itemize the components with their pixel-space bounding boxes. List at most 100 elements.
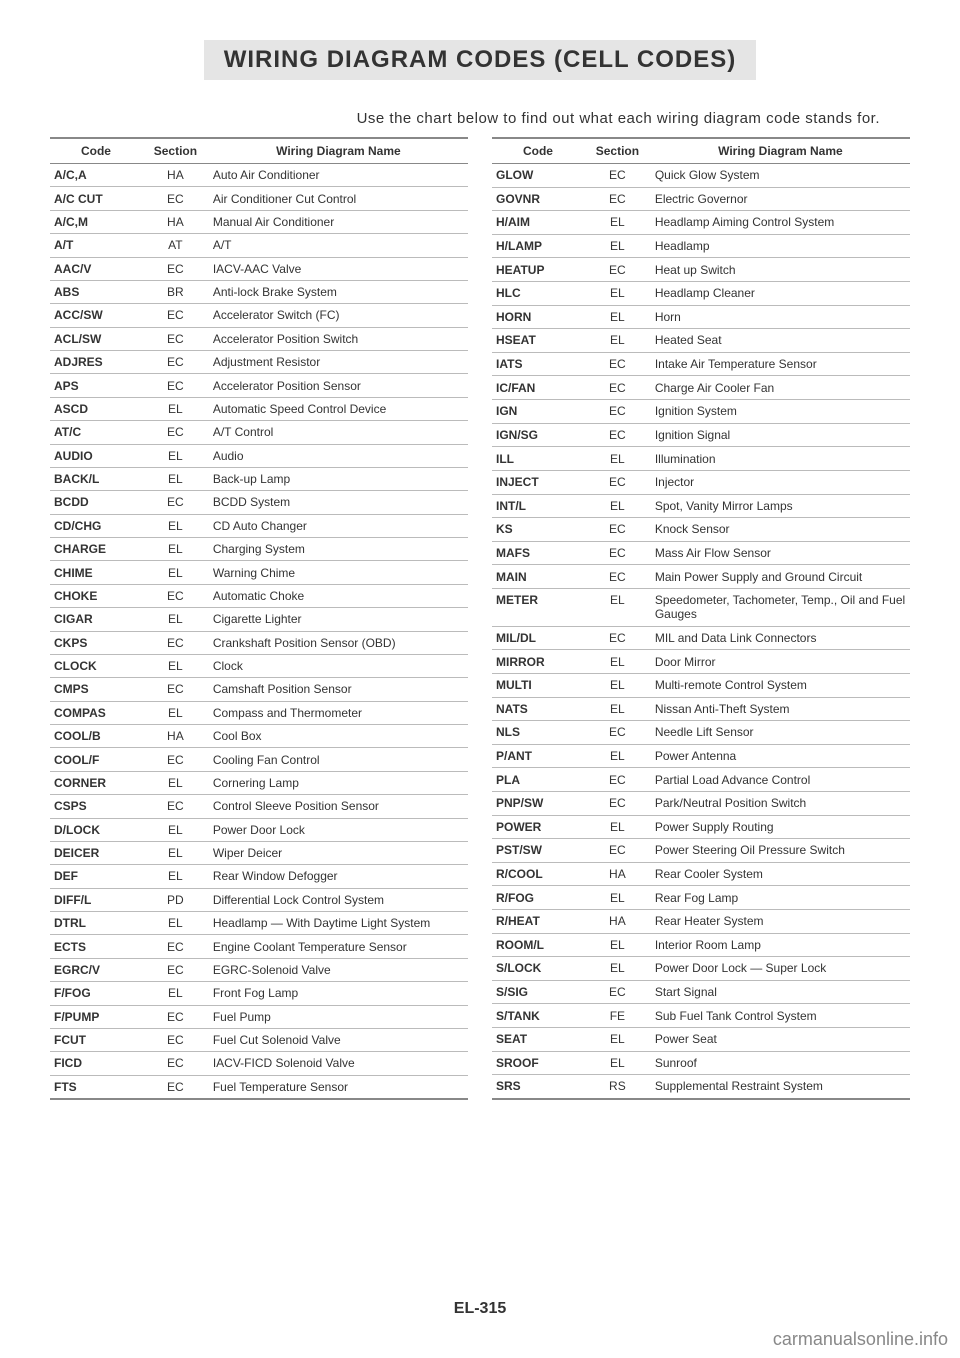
table-row: AUDIOELAudio (50, 444, 468, 467)
cell-wiring-name: Cigarette Lighter (209, 608, 468, 631)
table-row: P/ANTELPower Antenna (492, 744, 910, 768)
cell-wiring-name: Cornering Lamp (209, 771, 468, 794)
cell-wiring-name: Ignition Signal (651, 423, 910, 447)
intro-text: Use the chart below to find out what eac… (50, 110, 910, 127)
cell-code: INJECT (492, 470, 584, 494)
table-row: CKPSECCrankshaft Position Sensor (OBD) (50, 631, 468, 654)
cell-section: FE (584, 1004, 651, 1028)
cell-code: IC/FAN (492, 376, 584, 400)
cell-wiring-name: Quick Glow System (651, 164, 910, 188)
cell-code: POWER (492, 815, 584, 839)
table-header-row: Code Section Wiring Diagram Name (50, 138, 468, 164)
table-row: ADJRESECAdjustment Resistor (50, 351, 468, 374)
cell-section: EC (142, 748, 209, 771)
table-row: SEATELPower Seat (492, 1028, 910, 1052)
cell-section: EL (584, 329, 651, 353)
table-row: PST/SWECPower Steering Oil Pressure Swit… (492, 839, 910, 863)
cell-wiring-name: IACV-AAC Valve (209, 257, 468, 280)
document-page: WIRING DIAGRAM CODES (CELL CODES) Use th… (0, 0, 960, 1160)
cell-code: COMPAS (50, 701, 142, 724)
table-row: CIGARELCigarette Lighter (50, 608, 468, 631)
cell-code: APS (50, 374, 142, 397)
cell-wiring-name: A/T Control (209, 421, 468, 444)
cell-section: EC (584, 768, 651, 792)
cell-code: HEATUP (492, 258, 584, 282)
table-row: APSECAccelerator Position Sensor (50, 374, 468, 397)
cell-code: R/FOG (492, 886, 584, 910)
table-row: ABSBRAnti-lock Brake System (50, 280, 468, 303)
cell-section: EL (584, 494, 651, 518)
cell-section: EL (584, 588, 651, 626)
table-row: CD/CHGELCD Auto Changer (50, 514, 468, 537)
cell-code: HSEAT (492, 329, 584, 353)
cell-code: CKPS (50, 631, 142, 654)
table-row: NLSECNeedle Lift Sensor (492, 721, 910, 745)
cell-section: EC (142, 187, 209, 210)
cell-section: EC (142, 958, 209, 981)
table-row: DEFELRear Window Defogger (50, 865, 468, 888)
table-row: GOVNRECElectric Governor (492, 187, 910, 211)
cell-code: CHARGE (50, 538, 142, 561)
cell-section: HA (142, 210, 209, 233)
cell-section: EL (142, 654, 209, 677)
table-row: SROOFELSunroof (492, 1051, 910, 1075)
table-row: AAC/VECIACV-AAC Valve (50, 257, 468, 280)
cell-code: MIRROR (492, 650, 584, 674)
cell-code: ADJRES (50, 351, 142, 374)
cell-section: EC (142, 257, 209, 280)
cell-section: EL (584, 1051, 651, 1075)
cell-code: CMPS (50, 678, 142, 701)
table-row: ECTSECEngine Coolant Temperature Sensor (50, 935, 468, 958)
table-row: F/FOGELFront Fog Lamp (50, 982, 468, 1005)
cell-section: EL (142, 397, 209, 420)
cell-wiring-name: Supplemental Restraint System (651, 1075, 910, 1099)
cell-code: AUDIO (50, 444, 142, 467)
cell-section: EL (142, 467, 209, 490)
table-row: IC/FANECCharge Air Cooler Fan (492, 376, 910, 400)
cell-code: CD/CHG (50, 514, 142, 537)
table-row: FTSECFuel Temperature Sensor (50, 1075, 468, 1099)
cell-wiring-name: Park/Neutral Position Switch (651, 791, 910, 815)
cell-code: MAFS (492, 541, 584, 565)
cell-code: BCDD (50, 491, 142, 514)
cell-wiring-name: Accelerator Position Switch (209, 327, 468, 350)
cell-code: S/LOCK (492, 957, 584, 981)
cell-section: EC (142, 631, 209, 654)
cell-wiring-name: Fuel Pump (209, 1005, 468, 1028)
cell-section: EC (584, 541, 651, 565)
cell-code: IATS (492, 352, 584, 376)
cell-wiring-name: Power Steering Oil Pressure Switch (651, 839, 910, 863)
cell-wiring-name: A/T (209, 234, 468, 257)
table-row: CHARGEELCharging System (50, 538, 468, 561)
cell-wiring-name: Accelerator Position Sensor (209, 374, 468, 397)
cell-section: BR (142, 280, 209, 303)
table-row: HORNELHorn (492, 305, 910, 329)
cell-wiring-name: Automatic Choke (209, 584, 468, 607)
cell-code: R/COOL (492, 862, 584, 886)
cell-wiring-name: Spot, Vanity Mirror Lamps (651, 494, 910, 518)
table-row: AT/CECA/T Control (50, 421, 468, 444)
title-bar: WIRING DIAGRAM CODES (CELL CODES) (50, 40, 910, 80)
cell-section: EL (584, 673, 651, 697)
table-row: R/FOGELRear Fog Lamp (492, 886, 910, 910)
cell-wiring-name: Illumination (651, 447, 910, 471)
cell-wiring-name: Electric Governor (651, 187, 910, 211)
table-row: DTRLELHeadlamp — With Daytime Light Syst… (50, 912, 468, 935)
table-row: COOL/FECCooling Fan Control (50, 748, 468, 771)
cell-wiring-name: Main Power Supply and Ground Circuit (651, 565, 910, 589)
cell-wiring-name: Power Seat (651, 1028, 910, 1052)
cell-wiring-name: Control Sleeve Position Sensor (209, 795, 468, 818)
cell-code: P/ANT (492, 744, 584, 768)
table-row: S/TANKFESub Fuel Tank Control System (492, 1004, 910, 1028)
cell-code: A/C,A (50, 164, 142, 187)
cell-section: EL (142, 771, 209, 794)
cell-code: A/C,M (50, 210, 142, 233)
cell-section: EC (142, 935, 209, 958)
cell-code: ILL (492, 447, 584, 471)
cell-code: GLOW (492, 164, 584, 188)
cell-wiring-name: Sunroof (651, 1051, 910, 1075)
cell-section: EL (584, 933, 651, 957)
cell-wiring-name: Headlamp Cleaner (651, 282, 910, 306)
table-row: FCUTECFuel Cut Solenoid Valve (50, 1028, 468, 1051)
cell-section: EL (584, 305, 651, 329)
